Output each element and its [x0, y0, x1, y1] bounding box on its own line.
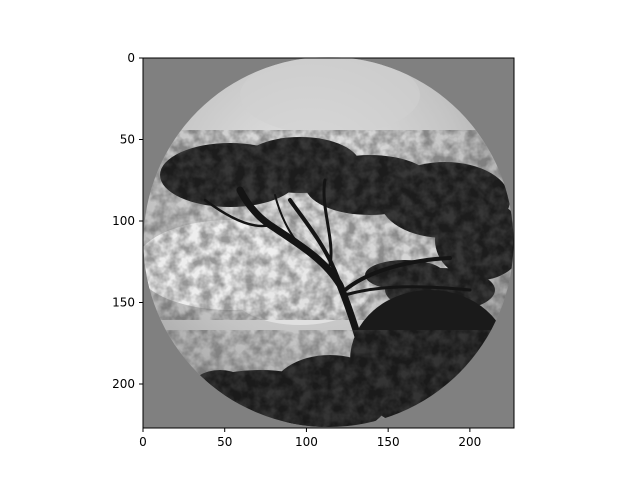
image-frame — [142, 57, 515, 429]
y-tick-label: 0 — [127, 51, 135, 65]
y-tick-label: 100 — [112, 214, 135, 228]
y-axis: 0 50 100 150 200 — [112, 51, 143, 391]
y-tick-label: 200 — [112, 377, 135, 391]
y-tick-label: 150 — [112, 295, 135, 309]
x-tick-label: 0 — [139, 435, 147, 449]
x-tick-label: 150 — [377, 435, 400, 449]
x-tick-label: 100 — [295, 435, 318, 449]
circular-photo — [143, 57, 514, 427]
x-axis: 0 50 100 150 200 — [139, 428, 481, 449]
x-tick-label: 200 — [458, 435, 481, 449]
image-plot-area — [142, 57, 515, 429]
y-tick-label: 50 — [120, 132, 135, 146]
x-tick-label: 50 — [217, 435, 232, 449]
